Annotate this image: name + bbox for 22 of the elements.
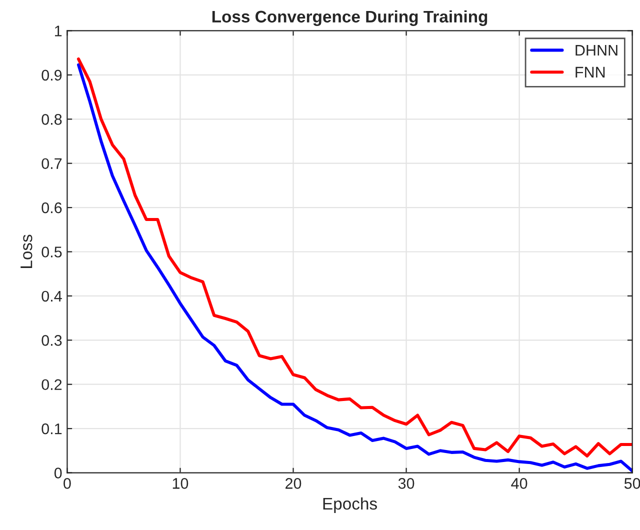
y-tick-label: 0.2 bbox=[42, 379, 62, 390]
y-tick-label: 0.8 bbox=[42, 114, 62, 125]
x-tick-label: 50 bbox=[624, 478, 640, 489]
x-tick-label: 20 bbox=[286, 478, 302, 489]
y-tick-label: 0 bbox=[54, 468, 62, 478]
y-tick-label: 0.5 bbox=[42, 246, 62, 258]
x-axis-title: Epochs bbox=[323, 497, 377, 513]
y-tick-label: 1 bbox=[55, 26, 62, 36]
x-tick-label: 40 bbox=[511, 478, 528, 489]
x-tick-label: 0 bbox=[64, 478, 71, 489]
legend-label: FNN bbox=[576, 66, 605, 78]
x-tick-label: 30 bbox=[398, 478, 414, 489]
x-tick-label: 10 bbox=[172, 478, 188, 489]
y-tick-label: 0.3 bbox=[42, 335, 62, 346]
y-tick-label: 0.7 bbox=[42, 158, 62, 170]
chart-title: Loss Convergence During Training bbox=[212, 10, 488, 26]
legend-label: DHNN bbox=[576, 45, 618, 56]
y-tick-label: 0.1 bbox=[42, 423, 62, 434]
y-tick-label: 0.9 bbox=[42, 70, 62, 81]
y-tick-label: 0.4 bbox=[42, 290, 62, 302]
y-tick-label: 0.6 bbox=[42, 202, 62, 214]
y-axis-title: Loss bbox=[20, 234, 32, 268]
